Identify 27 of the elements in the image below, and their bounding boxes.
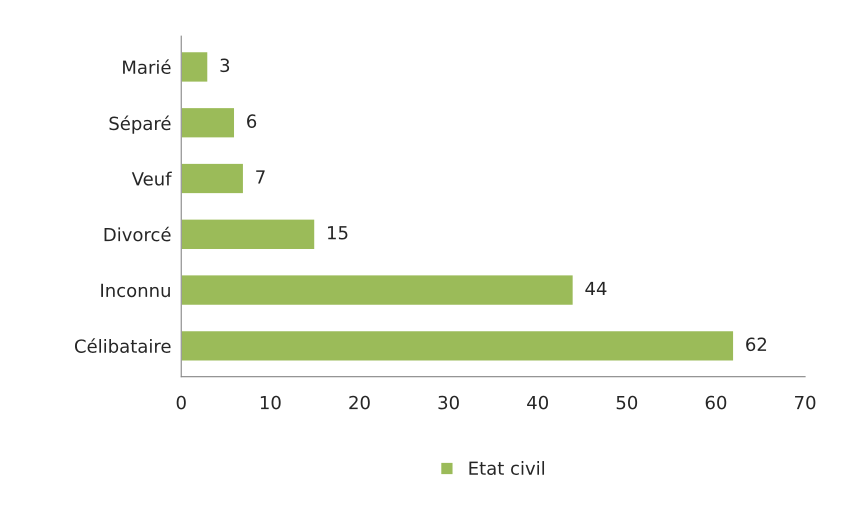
x-tick-label: 20 <box>349 396 370 410</box>
data-label: 3 <box>220 58 230 72</box>
bar <box>181 218 316 250</box>
x-tick-label: 50 <box>616 396 638 410</box>
x-tick-label: 40 <box>527 396 548 410</box>
bar <box>181 330 734 362</box>
legend-label: Etat civil <box>469 461 544 476</box>
bar <box>181 50 209 83</box>
bar <box>181 162 244 195</box>
x-tick-label: 10 <box>260 396 281 410</box>
bar <box>181 274 574 306</box>
data-label: 62 <box>746 337 766 352</box>
y-tick-label: Divorcé <box>104 226 171 242</box>
data-label: 44 <box>585 282 606 296</box>
data-label: 6 <box>247 114 256 128</box>
data-label: 7 <box>256 170 265 184</box>
x-tick-label: 30 <box>438 396 459 410</box>
bar <box>181 106 236 139</box>
y-tick-label: Séparé <box>109 116 171 134</box>
x-tick-label: 0 <box>176 396 186 410</box>
y-tick-label: Veuf <box>132 172 172 186</box>
y-tick-label: Célibataire <box>74 338 171 353</box>
y-tick-label: Marié <box>123 59 171 74</box>
data-label: 15 <box>328 226 348 240</box>
x-tick-label: 60 <box>706 396 726 410</box>
y-tick-label: Inconnu <box>101 284 170 298</box>
x-tick-label: 70 <box>795 396 816 410</box>
